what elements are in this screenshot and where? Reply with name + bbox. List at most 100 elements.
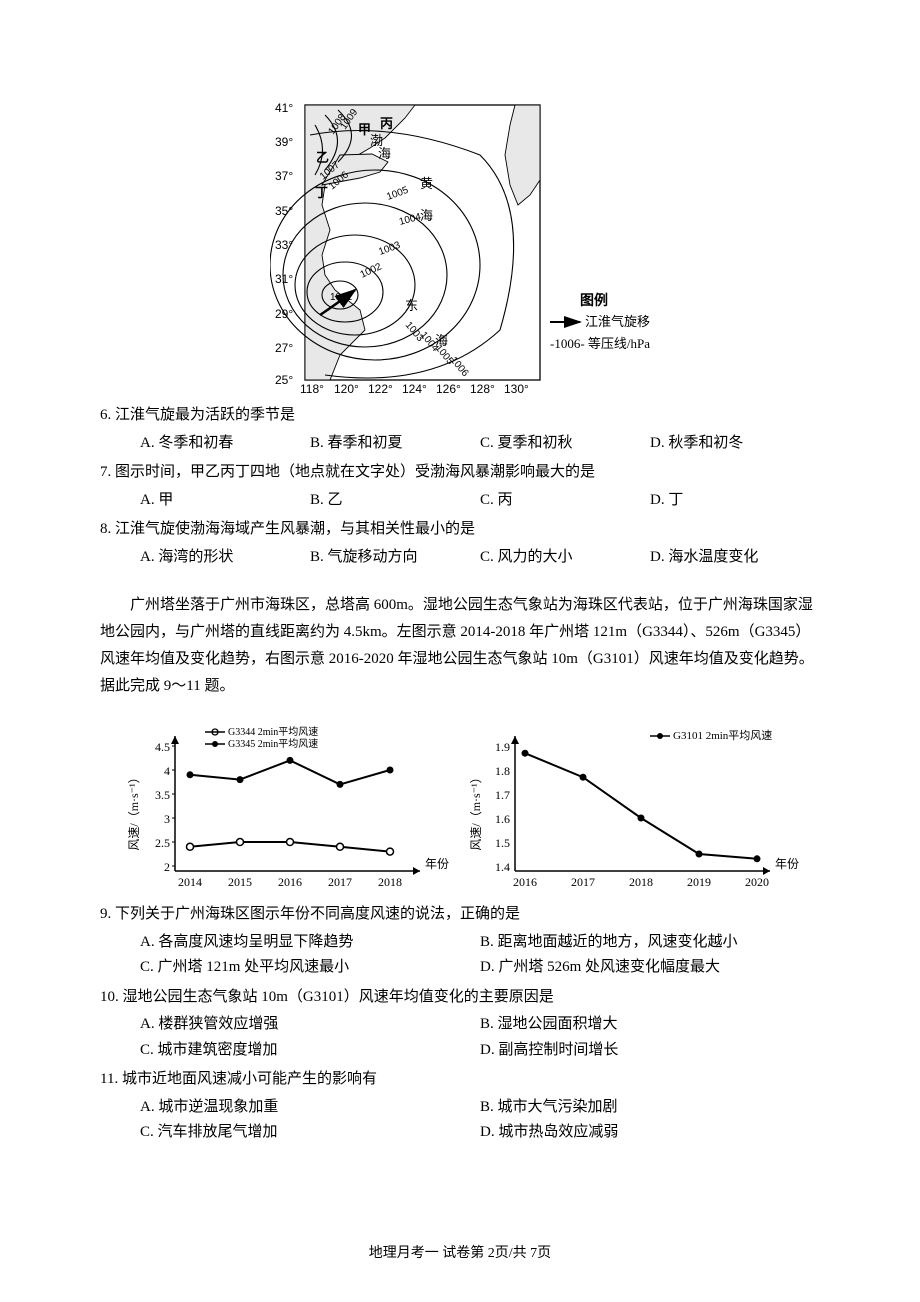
svg-text:年份: 年份 [425, 857, 449, 871]
svg-text:2017: 2017 [328, 875, 352, 889]
q8-opt-b: B. 气旋移动方向 [310, 545, 480, 571]
page-footer: 地理月考一 试卷第 2页/共 7页 [0, 1242, 920, 1262]
wind-charts: 2 2.5 3 3.5 4 4.5 2014 2015 2016 2017 20… [100, 716, 820, 896]
svg-text:2.5: 2.5 [155, 836, 170, 850]
svg-text:41°: 41° [275, 101, 293, 115]
q10-opt-a: A. 楼群狭管效应增强 [140, 1012, 480, 1038]
q6-stem: 6. 江淮气旋最为活跃的季节是 [100, 403, 820, 429]
question-11: 11. 城市近地面风速减小可能产生的影响有 A. 城市逆温现象加重 B. 城市大… [100, 1067, 820, 1146]
question-9: 9. 下列关于广州海珠区图示年份不同高度风速的说法，正确的是 A. 各高度风速均… [100, 902, 820, 981]
q6-opt-c: C. 夏季和初秋 [480, 431, 650, 457]
svg-text:2020: 2020 [745, 875, 769, 889]
svg-text:37°: 37° [275, 169, 293, 183]
svg-text:G3344 2min平均风速: G3344 2min平均风速 [228, 726, 318, 738]
svg-text:图例: 图例 [580, 292, 608, 309]
chart-right: 1.4 1.5 1.6 1.7 1.8 1.9 2016 2017 2018 2… [465, 716, 800, 896]
q10-opt-b: B. 湿地公园面积增大 [480, 1012, 820, 1038]
passage-9-11: 广州塔坐落于广州市海珠区，总塔高 600m。湿地公园生态气象站为海珠区代表站，位… [100, 592, 820, 700]
svg-text:130°: 130° [504, 382, 529, 395]
q9-opt-c: C. 广州塔 121m 处平均风速最小 [140, 955, 480, 981]
q9-opt-a: A. 各高度风速均呈明显下降趋势 [140, 930, 480, 956]
svg-text:风速/（m·s⁻¹）: 风速/（m·s⁻¹） [469, 771, 483, 850]
question-8: 8. 江淮气旋使渤海海域产生风暴潮，与其相关性最小的是 A. 海湾的形状 B. … [100, 517, 820, 570]
svg-text:海: 海 [378, 146, 391, 161]
svg-text:年份: 年份 [775, 857, 799, 871]
svg-text:2018: 2018 [629, 875, 653, 889]
q8-stem: 8. 江淮气旋使渤海海域产生风暴潮，与其相关性最小的是 [100, 517, 820, 543]
svg-text:2014: 2014 [178, 875, 202, 889]
svg-text:2018: 2018 [378, 875, 402, 889]
svg-text:1005: 1005 [385, 185, 410, 203]
svg-text:2016: 2016 [278, 875, 302, 889]
svg-text:风速/（m·s⁻¹）: 风速/（m·s⁻¹） [127, 771, 141, 850]
q8-opt-c: C. 风力的大小 [480, 545, 650, 571]
q7-opt-c: C. 丙 [480, 488, 650, 514]
q11-stem: 11. 城市近地面风速减小可能产生的影响有 [100, 1067, 820, 1093]
q9-opt-b: B. 距离地面越近的地方，风速变化越小 [480, 930, 820, 956]
q10-opt-c: C. 城市建筑密度增加 [140, 1038, 480, 1064]
svg-text:海: 海 [420, 208, 433, 223]
question-6: 6. 江淮气旋最为活跃的季节是 A. 冬季和初春 B. 春季和初夏 C. 夏季和… [100, 403, 820, 456]
svg-text:2019: 2019 [687, 875, 711, 889]
q7-stem: 7. 图示时间，甲乙丙丁四地（地点就在文字处）受渤海风暴潮影响最大的是 [100, 460, 820, 486]
question-10: 10. 湿地公园生态气象站 10m（G3101）风速年均值变化的主要原因是 A.… [100, 985, 820, 1064]
q10-opt-d: D. 副高控制时间增长 [480, 1038, 820, 1064]
svg-text:1.8: 1.8 [495, 764, 510, 778]
svg-text:1006: 1006 [448, 355, 471, 379]
svg-text:江淮气旋移动方向: 江淮气旋移动方向 [585, 314, 650, 329]
q8-opt-d: D. 海水温度变化 [650, 545, 820, 571]
svg-text:1002: 1002 [359, 261, 384, 281]
svg-text:35°: 35° [275, 204, 293, 218]
svg-text:1.6: 1.6 [495, 812, 510, 826]
svg-text:124°: 124° [402, 382, 427, 395]
q6-opt-b: B. 春季和初夏 [310, 431, 480, 457]
question-7: 7. 图示时间，甲乙丙丁四地（地点就在文字处）受渤海风暴潮影响最大的是 A. 甲… [100, 460, 820, 513]
svg-text:1.9: 1.9 [495, 740, 510, 754]
svg-text:2017: 2017 [571, 875, 595, 889]
map-figure: 41° 39° 37° 35° 33° 31° 29° 27° 25° 118°… [100, 100, 820, 395]
svg-text:2: 2 [164, 860, 170, 874]
svg-text:29°: 29° [275, 307, 293, 321]
q10-stem: 10. 湿地公园生态气象站 10m（G3101）风速年均值变化的主要原因是 [100, 985, 820, 1011]
svg-text:4: 4 [164, 764, 170, 778]
q11-opt-d: D. 城市热岛效应减弱 [480, 1120, 820, 1146]
svg-text:3: 3 [164, 812, 170, 826]
svg-text:4.5: 4.5 [155, 740, 170, 754]
svg-text:丙: 丙 [380, 116, 393, 131]
svg-text:G3101 2min平均风速: G3101 2min平均风速 [673, 729, 772, 742]
chart-left: 2 2.5 3 3.5 4 4.5 2014 2015 2016 2017 20… [120, 716, 455, 896]
q8-opt-a: A. 海湾的形状 [140, 545, 310, 571]
svg-text:27°: 27° [275, 341, 293, 355]
q11-opt-c: C. 汽车排放尾气增加 [140, 1120, 480, 1146]
svg-text:3.5: 3.5 [155, 788, 170, 802]
q6-opt-d: D. 秋季和初冬 [650, 431, 820, 457]
svg-text:25°: 25° [275, 373, 293, 387]
q7-opt-b: B. 乙 [310, 488, 480, 514]
q9-stem: 9. 下列关于广州海珠区图示年份不同高度风速的说法，正确的是 [100, 902, 820, 928]
svg-text:-1006- 等压线/hPa: -1006- 等压线/hPa [550, 336, 650, 351]
svg-text:120°: 120° [334, 382, 359, 395]
svg-text:G3345 2min平均风速: G3345 2min平均风速 [228, 738, 318, 750]
svg-text:丁: 丁 [315, 185, 328, 200]
q7-opt-a: A. 甲 [140, 488, 310, 514]
svg-text:东: 东 [405, 298, 418, 313]
svg-text:122°: 122° [368, 382, 393, 395]
svg-text:118°: 118° [300, 382, 324, 395]
q9-opt-d: D. 广州塔 526m 处风速变化幅度最大 [480, 955, 820, 981]
q6-opt-a: A. 冬季和初春 [140, 431, 310, 457]
svg-text:2016: 2016 [513, 875, 537, 889]
isobar-map: 41° 39° 37° 35° 33° 31° 29° 27° 25° 118°… [270, 100, 650, 395]
svg-text:乙: 乙 [316, 150, 329, 165]
svg-text:1.4: 1.4 [495, 860, 510, 874]
svg-text:1004: 1004 [398, 211, 423, 227]
svg-text:1.7: 1.7 [495, 788, 510, 802]
svg-text:126°: 126° [436, 382, 461, 395]
svg-text:1.5: 1.5 [495, 836, 510, 850]
svg-text:39°: 39° [275, 135, 293, 149]
svg-text:海: 海 [435, 333, 448, 348]
q7-opt-d: D. 丁 [650, 488, 820, 514]
q11-opt-a: A. 城市逆温现象加重 [140, 1095, 480, 1121]
svg-text:1003: 1003 [377, 240, 402, 258]
svg-text:黄: 黄 [420, 176, 433, 191]
svg-text:2015: 2015 [228, 875, 252, 889]
